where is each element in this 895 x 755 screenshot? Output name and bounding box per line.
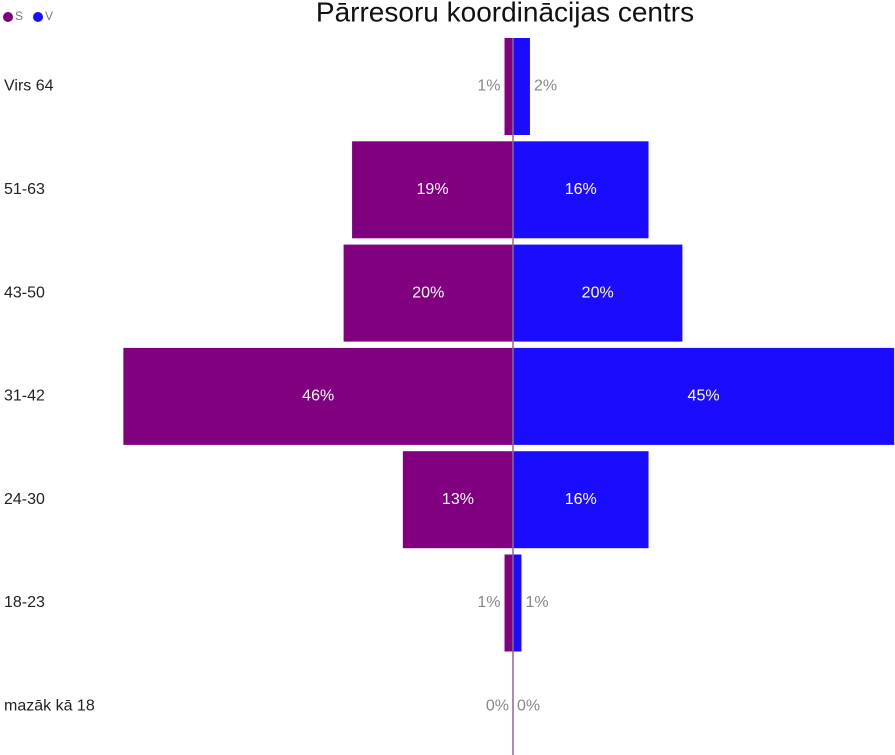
value-label: 19% <box>417 181 449 198</box>
bar <box>402 451 513 549</box>
value-label: 0% <box>517 698 540 715</box>
value-label: 0% <box>486 698 509 715</box>
legend-swatch <box>33 12 43 22</box>
value-label: 20% <box>582 284 614 301</box>
value-label: 1% <box>477 78 500 95</box>
bar <box>513 244 683 342</box>
bar <box>513 554 522 652</box>
value-label: 13% <box>442 491 474 508</box>
category-label: Virs 64 <box>4 78 54 95</box>
bar <box>513 38 530 135</box>
legend-swatch <box>3 12 13 22</box>
bar <box>504 38 513 135</box>
bar <box>123 347 513 445</box>
legend-label: V <box>45 9 53 23</box>
bar <box>352 141 513 239</box>
bar <box>513 141 649 239</box>
legend-label: S <box>15 9 23 23</box>
bar <box>343 244 513 342</box>
value-label: 20% <box>412 284 444 301</box>
bar <box>513 347 895 445</box>
value-label: 1% <box>525 594 548 611</box>
category-label: 31-42 <box>4 388 45 405</box>
chart-title: Pārresoru koordinācijas centrs <box>316 0 694 27</box>
value-label: 16% <box>565 491 597 508</box>
value-label: 45% <box>688 388 720 405</box>
value-label: 1% <box>477 594 500 611</box>
category-label: 43-50 <box>4 284 45 301</box>
bar <box>504 554 513 652</box>
category-label: mazāk kā 18 <box>4 698 95 715</box>
value-label: 2% <box>534 78 557 95</box>
category-label: 51-63 <box>4 181 45 198</box>
value-label: 46% <box>302 388 334 405</box>
value-label: 16% <box>565 181 597 198</box>
bar <box>513 451 649 549</box>
category-label: 18-23 <box>4 594 45 611</box>
category-label: 24-30 <box>4 491 45 508</box>
